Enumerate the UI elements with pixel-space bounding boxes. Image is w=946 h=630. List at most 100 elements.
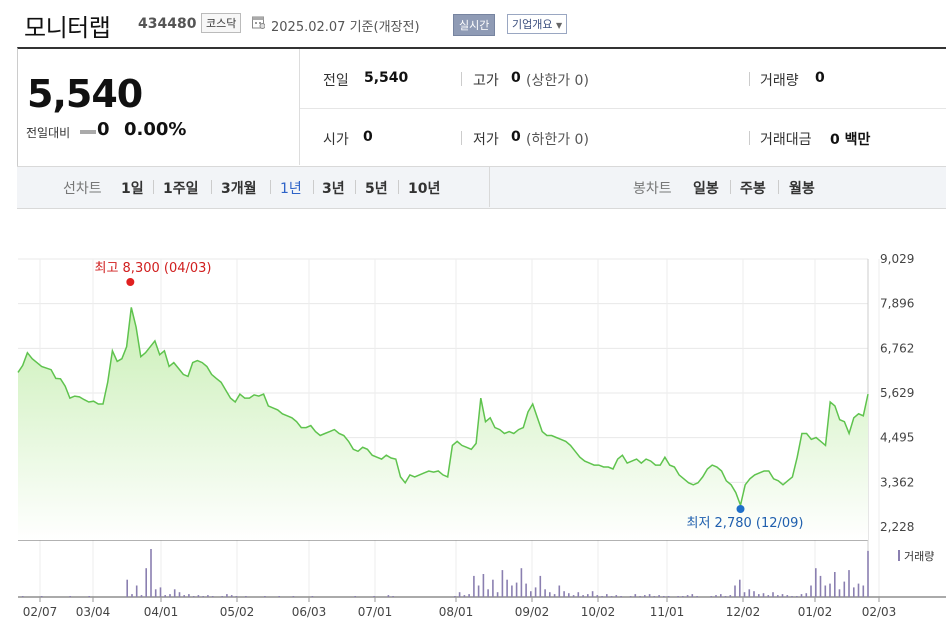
high-label: 고가 <box>473 73 499 89</box>
volume-bar <box>192 596 195 597</box>
period-selector-bar <box>17 166 946 209</box>
period-5y[interactable]: 5년 <box>365 181 388 197</box>
stock-name: 모니터랩 <box>24 14 111 42</box>
period-1y[interactable]: 1년 <box>280 181 302 197</box>
volume-bar <box>686 595 689 597</box>
volume-bar <box>634 594 637 597</box>
period-separator <box>398 180 399 194</box>
period-separator <box>313 180 314 194</box>
realtime-button[interactable]: 실시간 <box>453 14 496 36</box>
volume-bar <box>653 596 656 597</box>
upper-limit: (상한가 0) <box>526 73 589 89</box>
volume-bar <box>373 596 375 597</box>
period-separator <box>270 180 271 194</box>
volume-bars <box>21 549 869 597</box>
period-10y[interactable]: 10년 <box>408 181 441 197</box>
dropdown-arrow-icon: ▼ <box>555 21 563 30</box>
volume-bar <box>544 589 546 597</box>
volume-bar <box>796 596 798 597</box>
period-3y[interactable]: 3년 <box>322 181 345 197</box>
period-1d[interactable]: 1일 <box>121 181 144 197</box>
y-tick-label: 6,762 <box>880 341 914 355</box>
volume-bar <box>553 594 556 597</box>
y-tick-label: 4,495 <box>880 431 914 445</box>
line-chart-label: 선차트 <box>63 181 102 197</box>
candle-monthly[interactable]: 월봉 <box>789 181 815 197</box>
volume-bar <box>534 587 537 597</box>
calendar-icon <box>252 16 265 29</box>
change-value: 0 <box>97 119 110 140</box>
period-1w[interactable]: 1주일 <box>163 181 199 197</box>
volume-bar <box>183 595 185 597</box>
x-tick-label: 02/03 <box>862 605 897 619</box>
volume-label: 거래량 <box>760 73 799 89</box>
volume-bar <box>150 549 152 597</box>
open-value: 0 <box>363 129 373 145</box>
low-label: 저가 <box>473 132 499 148</box>
volume-bar <box>606 594 608 597</box>
volume-bar <box>69 596 71 597</box>
stat-separator <box>461 72 462 86</box>
volume-bar <box>88 596 90 597</box>
high-annotation: 최고 8,300 (04/03) <box>94 261 211 276</box>
volume-bar <box>639 596 641 597</box>
x-tick-label: 11/01 <box>650 605 685 619</box>
volume-bar <box>587 594 589 597</box>
y-tick-label: 7,896 <box>880 297 914 311</box>
period-3m[interactable]: 3개월 <box>221 181 257 197</box>
no-change-icon <box>80 130 96 134</box>
volume-bar <box>596 595 599 597</box>
volume-bar <box>810 585 812 597</box>
volume-bar <box>169 594 171 597</box>
volume-bar <box>629 596 632 597</box>
change-label: 전일대비 <box>26 126 71 140</box>
volume-bar <box>786 595 789 597</box>
x-tick-label: 09/02 <box>515 605 550 619</box>
candle-weekly[interactable]: 주봉 <box>740 181 766 197</box>
y-tick-label: 2,228 <box>880 520 914 534</box>
volume-bar <box>501 570 504 597</box>
low-marker <box>736 505 745 513</box>
x-tick-label: 08/01 <box>439 605 474 619</box>
volume-bar <box>691 594 694 597</box>
volume-bar <box>135 585 138 597</box>
y-axis-ticks: 9,029 7,896 6,762 5,629 4,495 3,362 2,228 <box>880 252 914 534</box>
candle-daily[interactable]: 일봉 <box>693 181 719 197</box>
volume-bar <box>819 575 822 597</box>
x-tick-label: 04/01 <box>144 605 179 619</box>
volume-bar <box>620 596 622 597</box>
stat-separator <box>749 72 750 86</box>
volume-bar <box>164 595 166 597</box>
volume-bar <box>857 583 860 597</box>
company-info-dropdown[interactable]: 기업개요 ▼ <box>507 14 568 34</box>
amount-value: 0 백만 <box>830 132 871 148</box>
period-separator <box>211 180 212 194</box>
volume-bar <box>610 596 613 597</box>
volume-bar <box>468 594 470 597</box>
candle-chart-label: 봉차트 <box>633 181 672 197</box>
volume-bar <box>207 595 209 597</box>
volume-bar <box>848 570 850 597</box>
volume-bar <box>824 585 827 597</box>
volume-bar <box>753 591 755 597</box>
base-date: 2025.02.07 기준(개장전) <box>271 20 420 35</box>
x-tick-label: 01/02 <box>798 605 833 619</box>
volume-bar <box>558 585 561 597</box>
volume-bar <box>482 574 485 597</box>
volume-bar <box>140 595 143 597</box>
volume-bar <box>615 595 618 597</box>
y-tick-label: 5,629 <box>880 386 914 400</box>
volume-bar <box>696 596 698 597</box>
volume-value: 0 <box>815 70 825 86</box>
volume-bar <box>572 595 575 597</box>
x-tick-label: 06/03 <box>292 605 327 619</box>
x-tick-label: 12/02 <box>726 605 761 619</box>
volume-bar <box>264 596 266 597</box>
volume-bar <box>843 581 846 597</box>
prev-close-value: 5,540 <box>364 70 409 86</box>
volume-bar <box>477 585 480 597</box>
volume-bar <box>173 589 176 597</box>
volume-bar <box>800 594 803 597</box>
volume-bar <box>492 579 494 597</box>
